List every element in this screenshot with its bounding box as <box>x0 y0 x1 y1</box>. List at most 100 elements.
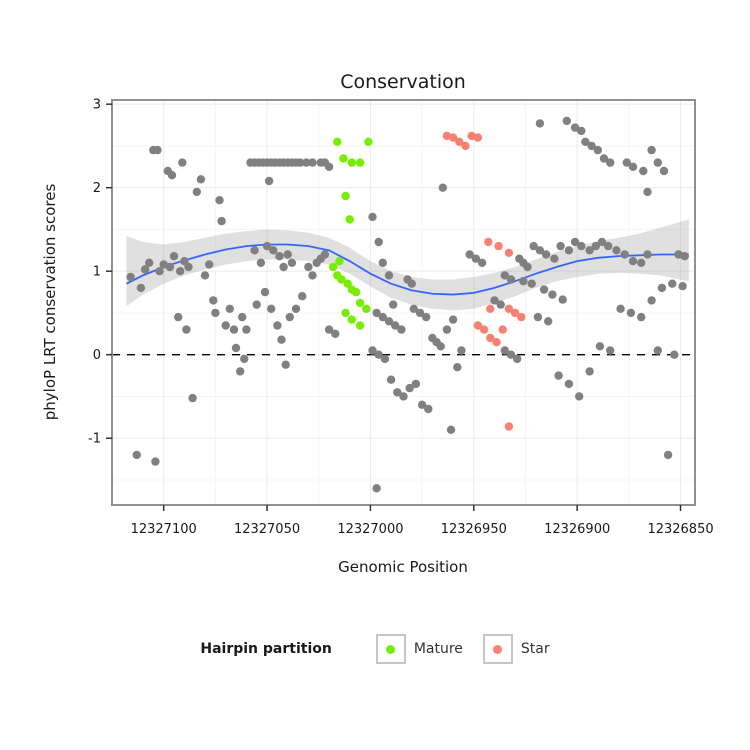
data-point <box>407 279 416 288</box>
data-point <box>446 425 456 434</box>
data-point <box>612 246 621 255</box>
data-point <box>533 312 543 322</box>
data-point <box>504 422 514 431</box>
data-point <box>622 158 631 167</box>
data-point <box>415 308 425 318</box>
data-point <box>585 246 594 255</box>
data-point <box>380 354 390 364</box>
data-point <box>477 258 487 267</box>
data-point <box>324 162 334 171</box>
data-point <box>285 312 294 322</box>
data-point <box>544 317 553 326</box>
data-point <box>668 279 677 288</box>
data-point <box>554 371 563 380</box>
data-point <box>347 315 356 324</box>
data-point <box>519 277 528 286</box>
data-point <box>200 271 210 280</box>
data-point <box>455 137 464 146</box>
data-point <box>252 300 261 309</box>
data-point <box>473 133 483 142</box>
data-point <box>298 292 307 301</box>
data-point <box>378 258 387 267</box>
data-point <box>269 246 278 255</box>
data-point <box>217 216 226 226</box>
data-point <box>264 176 274 186</box>
data-point <box>304 262 313 272</box>
data-point <box>535 246 545 255</box>
data-point <box>209 296 218 305</box>
data-point <box>494 241 503 251</box>
data-point <box>457 346 466 355</box>
data-point <box>604 241 613 251</box>
data-point <box>240 354 249 364</box>
data-point <box>225 304 234 313</box>
data-point <box>484 237 493 247</box>
data-point <box>564 379 574 389</box>
legend-item-star: Star <box>482 634 550 664</box>
data-point <box>386 375 396 384</box>
data-point <box>616 304 625 313</box>
data-point <box>140 265 150 274</box>
x-tick-labels: 12327100 12327050 12327000 12326950 12326900… <box>131 522 714 537</box>
points-layer <box>126 116 689 493</box>
data-point <box>680 252 689 261</box>
data-point <box>556 241 565 251</box>
data-point <box>153 145 162 155</box>
data-point <box>151 457 160 466</box>
data-point <box>453 363 462 372</box>
y-axis-ticks <box>106 103 112 439</box>
data-point <box>368 212 377 222</box>
data-point <box>587 141 596 151</box>
data-point <box>535 119 545 128</box>
data-point <box>585 367 594 376</box>
data-point <box>295 158 305 167</box>
data-point <box>678 282 687 291</box>
data-point <box>422 312 431 322</box>
data-point <box>167 171 177 180</box>
data-point <box>517 312 526 322</box>
data-point <box>188 393 197 403</box>
y-tick-labels: -1 0 1 2 3 <box>88 98 101 447</box>
data-point <box>174 312 183 322</box>
data-point <box>335 257 344 266</box>
data-point <box>351 287 361 297</box>
data-point <box>448 133 458 142</box>
data-point <box>653 158 662 167</box>
data-point <box>496 300 505 309</box>
data-point <box>504 304 514 313</box>
data-point <box>355 158 365 167</box>
x-tick-label: 12327050 <box>234 522 300 537</box>
data-point <box>490 296 499 305</box>
data-point <box>345 215 354 224</box>
legend-label-mature: Mature <box>413 641 463 657</box>
data-point <box>256 258 266 267</box>
data-point <box>510 308 520 318</box>
data-point <box>374 350 383 359</box>
data-point <box>465 250 474 259</box>
data-point <box>575 392 584 401</box>
data-point <box>308 271 317 280</box>
data-point <box>539 285 549 294</box>
data-point <box>409 304 418 313</box>
data-point <box>606 158 615 167</box>
data-point <box>461 141 470 151</box>
data-point <box>643 250 652 259</box>
y-axis-title: phyloP LRT conservation scores <box>41 184 59 421</box>
x-tick-label: 12326900 <box>544 522 610 537</box>
chart-title: Conservation <box>340 71 466 93</box>
data-point <box>389 300 398 309</box>
data-point <box>384 317 394 326</box>
data-point <box>343 279 352 288</box>
data-point <box>238 312 247 322</box>
data-point <box>548 290 557 299</box>
data-point <box>333 137 342 146</box>
data-point <box>337 275 346 284</box>
data-point <box>277 335 286 344</box>
data-point <box>628 257 638 266</box>
data-point <box>145 258 154 267</box>
legend-label-star: Star <box>520 641 550 657</box>
data-point <box>372 308 381 318</box>
data-point <box>176 267 185 276</box>
data-point <box>438 183 447 192</box>
